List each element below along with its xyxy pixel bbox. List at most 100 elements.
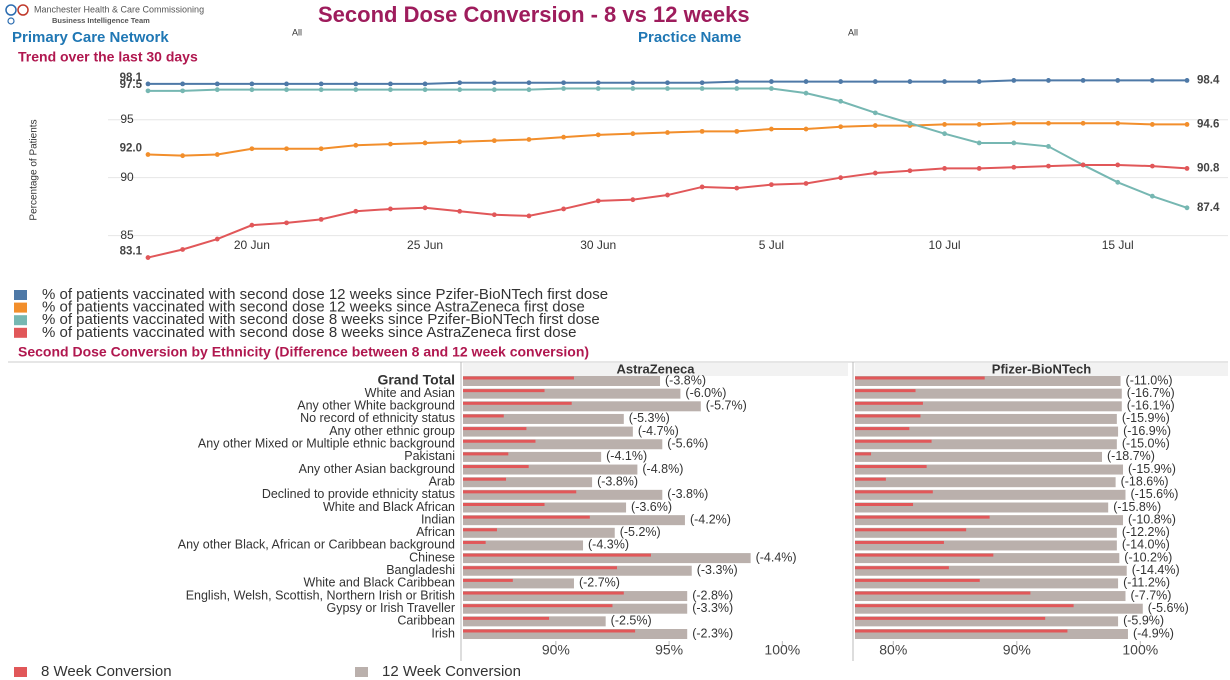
point [284, 220, 289, 226]
point [1149, 163, 1155, 169]
point [1080, 120, 1086, 126]
bar-12-week [855, 578, 1119, 589]
x-tick-label: 20 Jun [234, 238, 270, 252]
point [734, 128, 740, 134]
data-label: 97.5 [120, 79, 143, 91]
bar-12-week [855, 540, 1117, 551]
point [1149, 122, 1155, 127]
difference-label: (-10.2%) [1124, 550, 1172, 564]
logo-icon [7, 17, 15, 25]
difference-label: (-4.7%) [638, 424, 679, 438]
bar-12-week [463, 553, 751, 564]
bar-8-week [855, 389, 916, 393]
point [249, 87, 255, 93]
bar-12-week [463, 401, 701, 412]
point [145, 81, 151, 87]
point [457, 87, 463, 93]
point [1011, 164, 1017, 170]
bar-8-week [855, 427, 910, 431]
point [526, 213, 532, 219]
bar-12-week [855, 451, 1103, 462]
point [1115, 162, 1121, 168]
point [249, 222, 255, 228]
bar-8-week [463, 376, 574, 380]
bar-8-week [463, 629, 636, 633]
point [1184, 166, 1190, 171]
bar-8-week [855, 477, 886, 481]
point [942, 122, 947, 127]
point [699, 86, 705, 91]
bar-12-week [855, 477, 1116, 488]
bar-8-week [855, 439, 932, 443]
point [595, 132, 601, 138]
point [388, 141, 393, 147]
bar-8-week [463, 604, 613, 608]
point [1149, 193, 1155, 199]
bar-8-week [855, 503, 914, 506]
point [1115, 120, 1121, 126]
point [422, 87, 428, 93]
x-tick-label: 5 Jul [759, 238, 784, 252]
filter-value[interactable]: All [292, 27, 302, 37]
x-tick-label: 25 Jun [407, 238, 443, 252]
row-label: Gypsy or Irish Traveller [326, 601, 455, 615]
point [1115, 78, 1121, 83]
point [214, 236, 220, 242]
point [1149, 78, 1155, 83]
row-label: Bangladeshi [386, 563, 455, 577]
difference-label: (-15.9%) [1122, 411, 1170, 425]
y-tick-label: 85 [120, 228, 134, 242]
point [976, 122, 982, 127]
difference-label: (-15.9%) [1128, 462, 1176, 476]
bar-12-week [855, 376, 1121, 386]
difference-label: (-3.6%) [631, 500, 672, 514]
bar-8-week [855, 465, 927, 469]
difference-label: (-15.0%) [1122, 437, 1170, 451]
row-label: Pakistani [404, 449, 455, 463]
bar-8-week [855, 490, 933, 494]
bar-12-week [463, 451, 602, 462]
bar-8-week [855, 604, 1074, 608]
point [803, 90, 809, 96]
point [1080, 162, 1086, 168]
point [595, 80, 601, 86]
row-label: African [416, 525, 455, 539]
bar-12-week [463, 426, 633, 437]
legend-swatch [14, 667, 27, 677]
difference-label: (-2.3%) [692, 626, 733, 640]
point [561, 134, 566, 140]
bar-8-week [463, 566, 617, 570]
filter-value[interactable]: All [848, 27, 858, 37]
panel-title: Pfizer-BioNTech [992, 361, 1091, 376]
point [145, 88, 151, 94]
point [838, 98, 844, 104]
legend-label: 12 Week Conversion [382, 663, 521, 680]
point [1046, 144, 1051, 149]
legend-label: % of patients vaccinated with second dos… [42, 324, 576, 341]
logo-icon [5, 4, 17, 16]
bar-12-week [855, 388, 1122, 399]
bar-8-week [855, 591, 1031, 595]
bar-8-week [463, 477, 507, 481]
point [318, 216, 324, 222]
panel-header [463, 363, 848, 376]
bar-8-week [855, 629, 1068, 633]
row-label: Irish [431, 626, 455, 640]
bar-8-week [463, 616, 550, 620]
point [214, 152, 220, 157]
bar-8-week [463, 389, 545, 393]
point [976, 166, 982, 171]
difference-label: (-14.0%) [1122, 538, 1170, 552]
point [284, 146, 289, 152]
point [1080, 78, 1086, 83]
bar-12-week [463, 616, 606, 627]
x-tick-label: 90% [1003, 642, 1031, 658]
bar-8-week [463, 503, 545, 506]
bar-12-week [855, 464, 1124, 475]
bar-12-week [855, 629, 1128, 639]
bar-8-week [463, 515, 590, 519]
point [734, 86, 740, 91]
point [1011, 120, 1017, 126]
bar-12-week [463, 502, 627, 513]
